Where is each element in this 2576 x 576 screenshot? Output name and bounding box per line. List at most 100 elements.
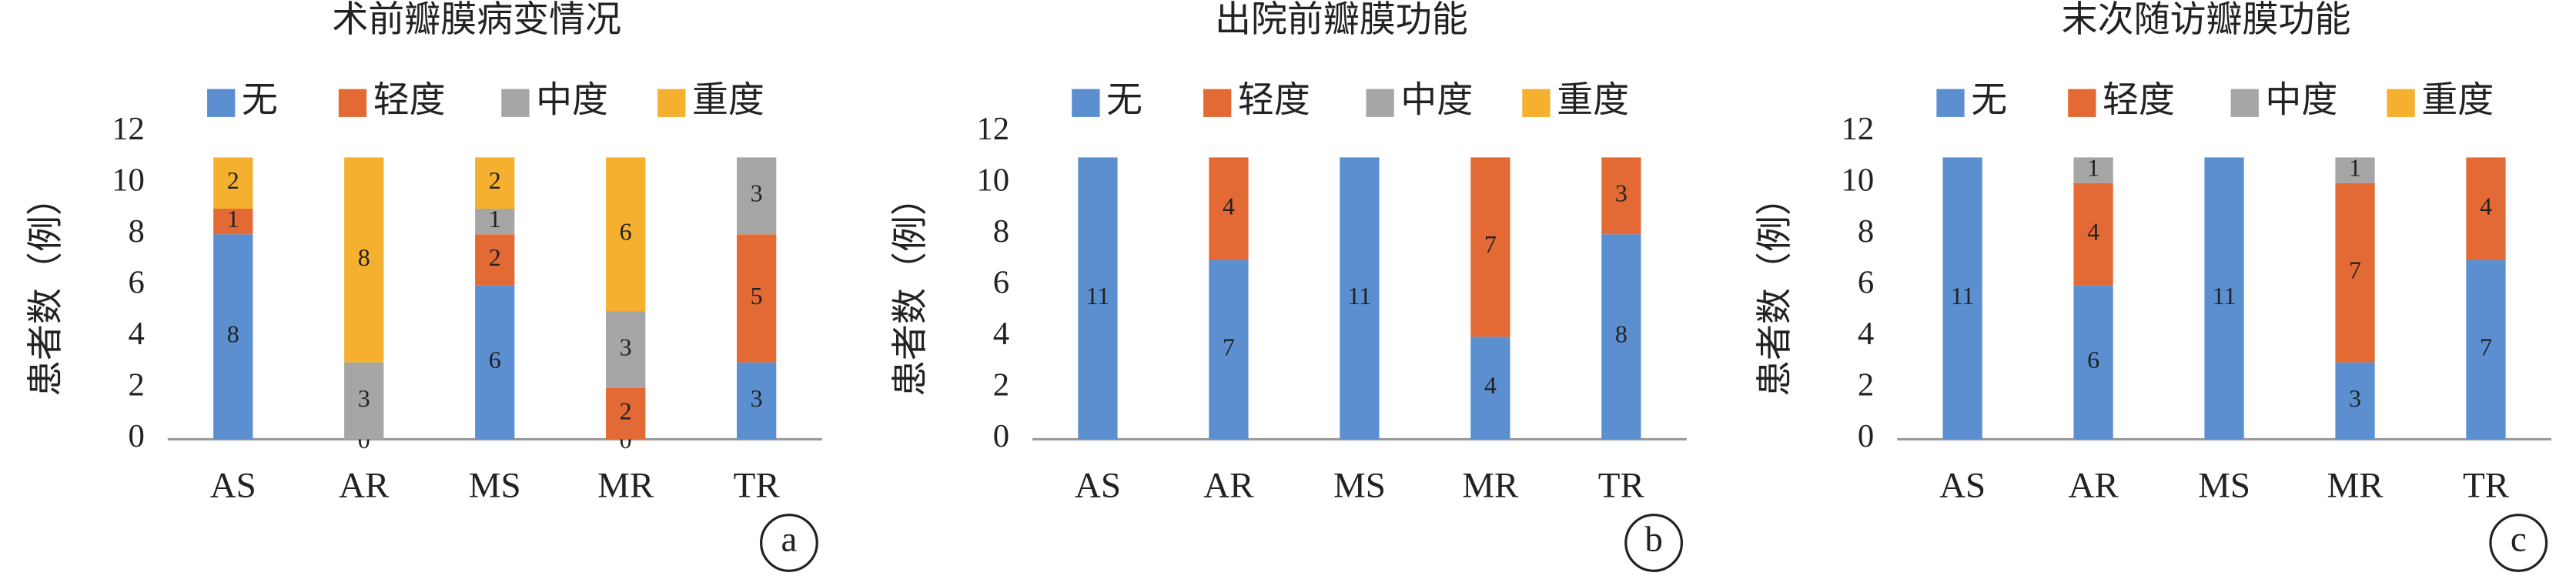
legend-swatch [1072, 89, 1100, 117]
bar-segment [1470, 157, 1510, 337]
x-tick-label: MS [2198, 465, 2250, 505]
y-tick-label: 4 [993, 316, 1009, 352]
x-tick-label: TR [2463, 465, 2510, 505]
bar-segment [475, 157, 515, 209]
bar-segment [1209, 157, 1249, 260]
y-tick-label: 4 [1858, 316, 1874, 352]
legend-label: 中度 [2265, 81, 2337, 121]
chart-title: 末次随访瓣膜功能 [2062, 0, 2351, 40]
chart-title: 术前瓣膜病变情况 [332, 0, 621, 40]
bar-segment [1601, 157, 1641, 235]
legend-label: 重度 [692, 81, 764, 121]
y-axis-label: 患者数（例） [1755, 179, 1795, 397]
y-tick-label: 0 [993, 418, 1009, 454]
panel-badge [2489, 514, 2548, 572]
y-tick-label: 8 [993, 213, 1009, 249]
x-tick-label: AR [1203, 465, 1254, 505]
y-tick-label: 12 [112, 111, 145, 147]
bar-segment [737, 234, 777, 363]
x-tick-label: MS [1333, 465, 1386, 505]
y-tick-label: 10 [976, 162, 1009, 198]
legend-swatch [501, 89, 530, 117]
legend-swatch [2068, 89, 2096, 117]
legend-swatch [1203, 89, 1232, 117]
x-tick-label: AS [210, 465, 256, 505]
bar-segment [1078, 157, 1118, 440]
y-tick-label: 12 [976, 111, 1009, 147]
bar-segment [475, 234, 515, 286]
panel-badge [1624, 514, 1684, 572]
data-label: 6 [620, 218, 632, 246]
data-label: 3 [751, 179, 763, 207]
y-tick-label: 10 [1842, 162, 1875, 198]
bar-segment [2335, 183, 2375, 363]
panel-label: b [1644, 520, 1662, 560]
y-tick-label: 4 [129, 316, 145, 352]
legend-swatch [2230, 89, 2259, 117]
data-label: 11 [1347, 282, 1371, 310]
legend-swatch [207, 89, 236, 117]
data-label: 2 [620, 397, 632, 425]
data-label: 3 [1615, 179, 1628, 207]
data-label: 4 [1223, 192, 1235, 219]
bar-segment [1942, 157, 1982, 440]
data-label: 7 [2349, 256, 2361, 284]
data-label: 1 [2087, 153, 2099, 181]
data-label: 8 [227, 320, 239, 348]
x-tick-label: AS [1939, 465, 1986, 505]
bar-segment [2204, 157, 2244, 440]
bar-segment [344, 362, 384, 440]
data-label: 2 [489, 243, 501, 271]
bar-segment [1340, 157, 1380, 440]
legend-swatch [1366, 89, 1394, 117]
y-axis-label: 患者数（例） [891, 179, 931, 397]
legend-swatch [1936, 89, 1965, 117]
legend-label: 中度 [1400, 81, 1473, 121]
bar-segment [2335, 362, 2375, 440]
data-label: 7 [1484, 230, 1497, 258]
data-label: 5 [751, 282, 763, 310]
legend-swatch [338, 89, 367, 117]
bar-segment [475, 285, 515, 440]
bar-segment [1209, 260, 1249, 440]
x-tick-label: TR [1598, 465, 1645, 505]
data-label: 8 [358, 243, 370, 271]
x-tick-label: MR [1462, 465, 1519, 505]
y-tick-label: 8 [1858, 213, 1874, 249]
y-tick-label: 6 [1858, 265, 1874, 301]
data-label: 1 [2349, 153, 2361, 181]
x-tick-label: MS [469, 465, 521, 505]
x-tick-label: AS [1075, 465, 1121, 505]
bar-segment [2073, 285, 2113, 440]
y-tick-label: 6 [129, 265, 145, 301]
data-label: 2 [227, 166, 239, 194]
x-tick-label: MR [2327, 465, 2384, 505]
bar-segment [2466, 260, 2506, 440]
bar-segment [2073, 183, 2113, 286]
y-tick-label: 8 [129, 213, 145, 249]
data-label: 2 [489, 166, 501, 194]
panel-label: c [2511, 520, 2527, 560]
bar-segment [1470, 337, 1510, 440]
legend-label: 轻度 [2103, 81, 2175, 121]
data-label: 3 [751, 384, 763, 412]
data-label: 3 [358, 384, 370, 412]
bar-segment [737, 362, 777, 440]
bar-segment [606, 387, 646, 440]
bar-segment [475, 208, 515, 235]
x-tick-label: AR [339, 465, 390, 505]
bar-segment [1601, 234, 1641, 440]
legend-label: 无 [242, 81, 278, 121]
y-tick-label: 0 [129, 418, 145, 454]
bar-segment [737, 157, 777, 235]
data-label: 11 [1086, 282, 1110, 310]
data-label: 8 [1615, 320, 1628, 348]
data-label: 7 [1223, 333, 1235, 360]
data-label: 1 [227, 205, 239, 233]
bar-segment [606, 311, 646, 388]
legend-label: 中度 [536, 81, 608, 121]
legend-label: 轻度 [1238, 81, 1310, 121]
